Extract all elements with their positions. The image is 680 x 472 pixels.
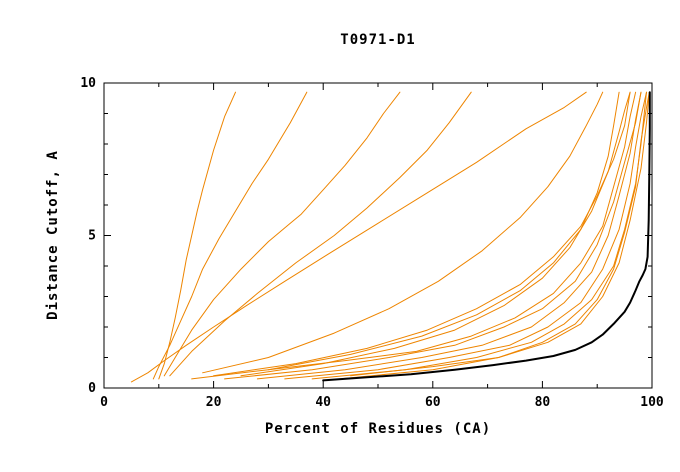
plot-border (103, 82, 653, 389)
gdt-plot-figure: T0971-D1 Percent of Residues (CA) Distan… (40, 16, 680, 456)
model-curve (240, 91, 631, 377)
y-tick-label: 0 (88, 381, 96, 396)
model-curve (284, 91, 647, 380)
model-curve (152, 91, 308, 380)
y-tick-label: 5 (88, 229, 96, 244)
chart-canvas: T0971-D1 Percent of Residues (CA) Distan… (45, 32, 664, 437)
x-axis-label: Percent of Residues (CA) (265, 421, 491, 437)
model-curve (213, 91, 631, 377)
x-tick-label: 40 (315, 395, 331, 410)
y-tick-label: 10 (80, 76, 96, 91)
model-curve (339, 91, 650, 380)
chart-title: T0971-D1 (340, 32, 415, 48)
model-curve (130, 91, 587, 383)
model-curve (256, 91, 642, 380)
model-curve (163, 91, 401, 377)
x-tick-label: 80 (535, 395, 551, 410)
model-curve (169, 91, 472, 377)
plot-area: 0 20 40 60 80 100 0 5 10 (80, 76, 664, 410)
y-axis-label: Distance Cutoff, A (45, 150, 61, 320)
model-curve (202, 91, 604, 374)
model-curve (350, 91, 650, 377)
x-tick-label: 60 (425, 395, 441, 410)
model-curve (267, 91, 620, 371)
x-tick-label: 0 (100, 395, 108, 410)
x-tick-label: 20 (206, 395, 222, 410)
x-tick-label: 100 (640, 395, 664, 410)
reference-curve (322, 91, 651, 382)
model-curve (191, 91, 637, 380)
model-curve (158, 91, 236, 380)
model-curve (224, 91, 642, 380)
